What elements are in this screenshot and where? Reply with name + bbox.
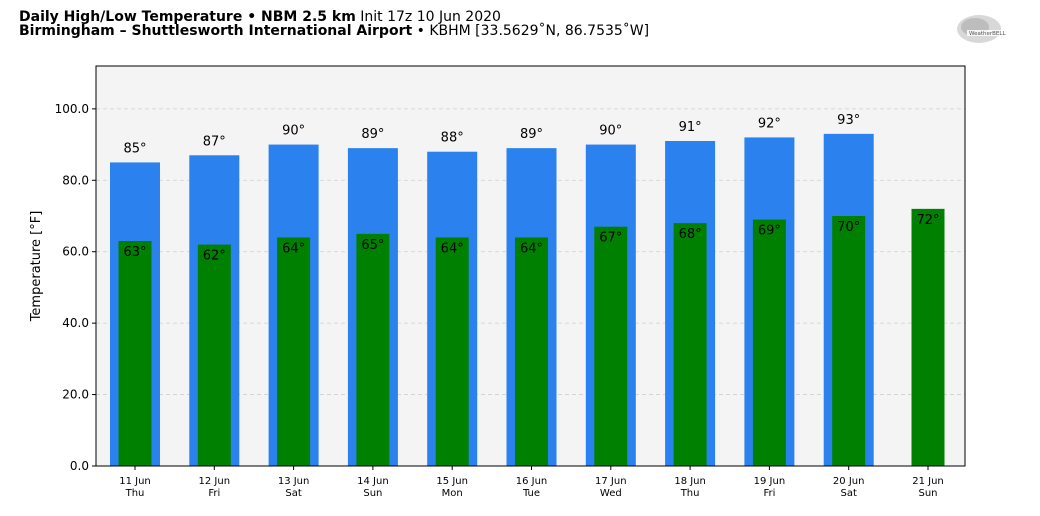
low-temp-bar xyxy=(515,237,548,466)
x-tick-date: 18 Jun xyxy=(674,476,706,487)
low-temp-bar xyxy=(356,233,390,466)
low-temp-label: 69° xyxy=(758,224,781,239)
high-temp-label: 87° xyxy=(203,134,226,149)
x-tick-day: Sun xyxy=(918,488,937,499)
x-tick-day: Sat xyxy=(285,488,301,499)
high-temp-label: 90° xyxy=(599,124,622,139)
x-tick-date: 19 Jun xyxy=(754,476,786,487)
x-tick-date: 17 Jun xyxy=(595,476,627,487)
low-temp-label: 72° xyxy=(916,213,939,228)
low-temp-label: 63° xyxy=(123,245,146,260)
high-temp-label: 89° xyxy=(361,127,384,142)
low-temp-bar xyxy=(752,219,786,466)
high-temp-label: 91° xyxy=(679,120,702,135)
low-temp-label: 62° xyxy=(203,249,226,264)
y-tick-label: 20.0 xyxy=(62,388,89,402)
location-coords: • KBHM [33.5629˚N, 86.7535˚W] xyxy=(416,23,650,39)
y-axis-label: Temperature [°F] xyxy=(29,211,44,323)
weatherbell-logo: WeatherBELL xyxy=(957,15,1017,43)
low-temp-label: 65° xyxy=(361,238,384,253)
x-tick-date: 11 Jun xyxy=(119,476,151,487)
plot-frame xyxy=(95,65,966,467)
title-main: Daily High/Low Temperature • NBM 2.5 km xyxy=(19,9,356,25)
x-tick-day: Fri xyxy=(763,488,775,499)
low-temp-bar xyxy=(673,223,707,466)
low-temp-label: 64° xyxy=(282,241,305,256)
x-tick-date: 12 Jun xyxy=(199,476,231,487)
x-tick-date: 14 Jun xyxy=(357,476,389,487)
low-temp-bar xyxy=(594,226,628,466)
x-tick-day: Fri xyxy=(208,488,220,499)
high-temp-label: 85° xyxy=(123,141,146,156)
low-temp-label: 67° xyxy=(599,231,622,246)
bars: 85° 63° 87° 62° 90° 64° 89° 65° 88° 64° 89° 64° 90° 6… xyxy=(110,113,945,467)
x-tick-date: 16 Jun xyxy=(516,476,548,487)
low-temp-bar xyxy=(118,241,152,466)
y-tick-label: 0.0 xyxy=(70,459,89,473)
high-temp-label: 89° xyxy=(520,127,543,142)
low-temp-bar xyxy=(197,244,231,466)
logo-text: WeatherBELL xyxy=(969,31,1006,37)
low-temp-bar xyxy=(911,208,945,466)
x-tick-date: 21 Jun xyxy=(912,476,944,487)
low-temp-label: 64° xyxy=(441,241,464,256)
x-tick-day: Thu xyxy=(680,488,700,499)
low-temp-label: 64° xyxy=(520,241,543,256)
high-temp-label: 88° xyxy=(441,131,464,146)
high-temp-label: 92° xyxy=(758,116,781,131)
x-tick-day: Tue xyxy=(522,488,540,499)
low-temp-bar xyxy=(435,237,469,466)
high-temp-label: 93° xyxy=(837,113,860,128)
x-tick-day: Thu xyxy=(125,488,145,499)
title-init: Init 17z 10 Jun 2020 xyxy=(360,9,501,25)
x-tick-date: 20 Jun xyxy=(833,476,865,487)
x-tick-day: Mon xyxy=(442,488,463,499)
high-temp-label: 90° xyxy=(282,124,305,139)
chart-title: Daily High/Low Temperature • NBM 2.5 km … xyxy=(19,9,501,25)
low-temp-bar xyxy=(832,216,866,466)
x-tick-day: Sat xyxy=(840,488,856,499)
y-tick-label: 100.0 xyxy=(55,102,89,116)
y-tick-label: 60.0 xyxy=(62,245,89,259)
x-tick-day: Sun xyxy=(363,488,382,499)
y-tick-label: 80.0 xyxy=(62,173,89,187)
x-tick-date: 13 Jun xyxy=(278,476,310,487)
y-axis: 0.0 20.0 40.0 60.0 80.0 100.0 xyxy=(55,102,96,473)
location-name: Birmingham – Shuttlesworth International… xyxy=(19,23,413,39)
x-tick-day: Wed xyxy=(600,488,622,499)
chart-subtitle: Birmingham – Shuttlesworth International… xyxy=(19,23,649,39)
low-temp-label: 70° xyxy=(837,220,860,235)
low-temp-bar xyxy=(277,237,311,466)
low-temp-label: 68° xyxy=(679,227,702,242)
x-tick-date: 15 Jun xyxy=(436,476,468,487)
y-tick-label: 40.0 xyxy=(62,316,89,330)
